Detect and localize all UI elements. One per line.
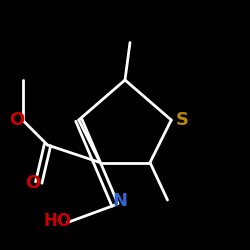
Text: O: O xyxy=(25,174,40,192)
Text: HO: HO xyxy=(44,212,72,230)
Text: O: O xyxy=(8,111,24,129)
Text: S: S xyxy=(176,111,189,129)
Text: N: N xyxy=(112,192,128,210)
